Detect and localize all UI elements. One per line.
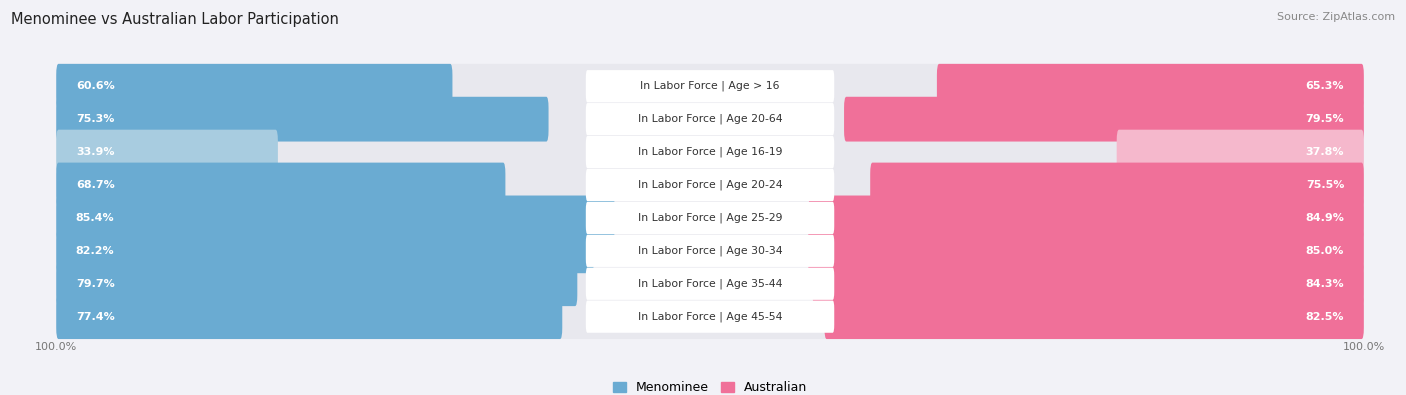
Text: 79.7%: 79.7% <box>76 279 115 289</box>
Text: 33.9%: 33.9% <box>76 147 114 157</box>
Text: 79.5%: 79.5% <box>1306 114 1344 124</box>
Text: 75.5%: 75.5% <box>1306 180 1344 190</box>
FancyBboxPatch shape <box>56 97 1364 141</box>
FancyBboxPatch shape <box>56 163 1364 207</box>
FancyBboxPatch shape <box>936 64 1364 109</box>
FancyBboxPatch shape <box>56 261 1364 306</box>
FancyBboxPatch shape <box>56 130 1364 175</box>
Text: 77.4%: 77.4% <box>76 312 115 322</box>
Text: 82.2%: 82.2% <box>76 246 114 256</box>
Text: 75.3%: 75.3% <box>76 114 114 124</box>
FancyBboxPatch shape <box>56 294 562 339</box>
Text: 84.9%: 84.9% <box>1305 213 1344 223</box>
FancyBboxPatch shape <box>1116 130 1364 175</box>
Text: In Labor Force | Age 35-44: In Labor Force | Age 35-44 <box>638 278 782 289</box>
Text: Menominee vs Australian Labor Participation: Menominee vs Australian Labor Participat… <box>11 12 339 27</box>
FancyBboxPatch shape <box>870 163 1364 207</box>
Text: Source: ZipAtlas.com: Source: ZipAtlas.com <box>1277 12 1395 22</box>
Text: In Labor Force | Age 20-24: In Labor Force | Age 20-24 <box>638 180 782 190</box>
Text: In Labor Force | Age > 16: In Labor Force | Age > 16 <box>640 81 780 92</box>
FancyBboxPatch shape <box>586 235 834 267</box>
FancyBboxPatch shape <box>824 294 1364 339</box>
FancyBboxPatch shape <box>844 97 1364 141</box>
FancyBboxPatch shape <box>56 196 614 240</box>
Text: 65.3%: 65.3% <box>1306 81 1344 91</box>
FancyBboxPatch shape <box>56 97 548 141</box>
FancyBboxPatch shape <box>56 228 593 273</box>
FancyBboxPatch shape <box>56 261 578 306</box>
FancyBboxPatch shape <box>56 228 1364 273</box>
Text: In Labor Force | Age 25-29: In Labor Force | Age 25-29 <box>638 213 782 223</box>
FancyBboxPatch shape <box>813 261 1364 306</box>
Text: In Labor Force | Age 30-34: In Labor Force | Age 30-34 <box>638 246 782 256</box>
FancyBboxPatch shape <box>586 202 834 234</box>
FancyBboxPatch shape <box>586 301 834 333</box>
Text: 85.0%: 85.0% <box>1306 246 1344 256</box>
Text: 82.5%: 82.5% <box>1306 312 1344 322</box>
Text: In Labor Force | Age 45-54: In Labor Force | Age 45-54 <box>638 311 782 322</box>
FancyBboxPatch shape <box>56 130 278 175</box>
Text: In Labor Force | Age 16-19: In Labor Force | Age 16-19 <box>638 147 782 157</box>
Text: 60.6%: 60.6% <box>76 81 115 91</box>
Text: 68.7%: 68.7% <box>76 180 115 190</box>
Text: 37.8%: 37.8% <box>1306 147 1344 157</box>
FancyBboxPatch shape <box>808 196 1364 240</box>
FancyBboxPatch shape <box>56 64 453 109</box>
FancyBboxPatch shape <box>808 228 1364 273</box>
Text: 85.4%: 85.4% <box>76 213 114 223</box>
FancyBboxPatch shape <box>56 163 505 207</box>
Text: 84.3%: 84.3% <box>1306 279 1344 289</box>
FancyBboxPatch shape <box>586 70 834 102</box>
FancyBboxPatch shape <box>586 103 834 135</box>
Text: In Labor Force | Age 20-64: In Labor Force | Age 20-64 <box>638 114 782 124</box>
FancyBboxPatch shape <box>586 268 834 300</box>
FancyBboxPatch shape <box>56 64 1364 109</box>
FancyBboxPatch shape <box>56 294 1364 339</box>
FancyBboxPatch shape <box>586 169 834 201</box>
Legend: Menominee, Australian: Menominee, Australian <box>613 381 807 394</box>
FancyBboxPatch shape <box>56 196 1364 240</box>
FancyBboxPatch shape <box>586 136 834 168</box>
